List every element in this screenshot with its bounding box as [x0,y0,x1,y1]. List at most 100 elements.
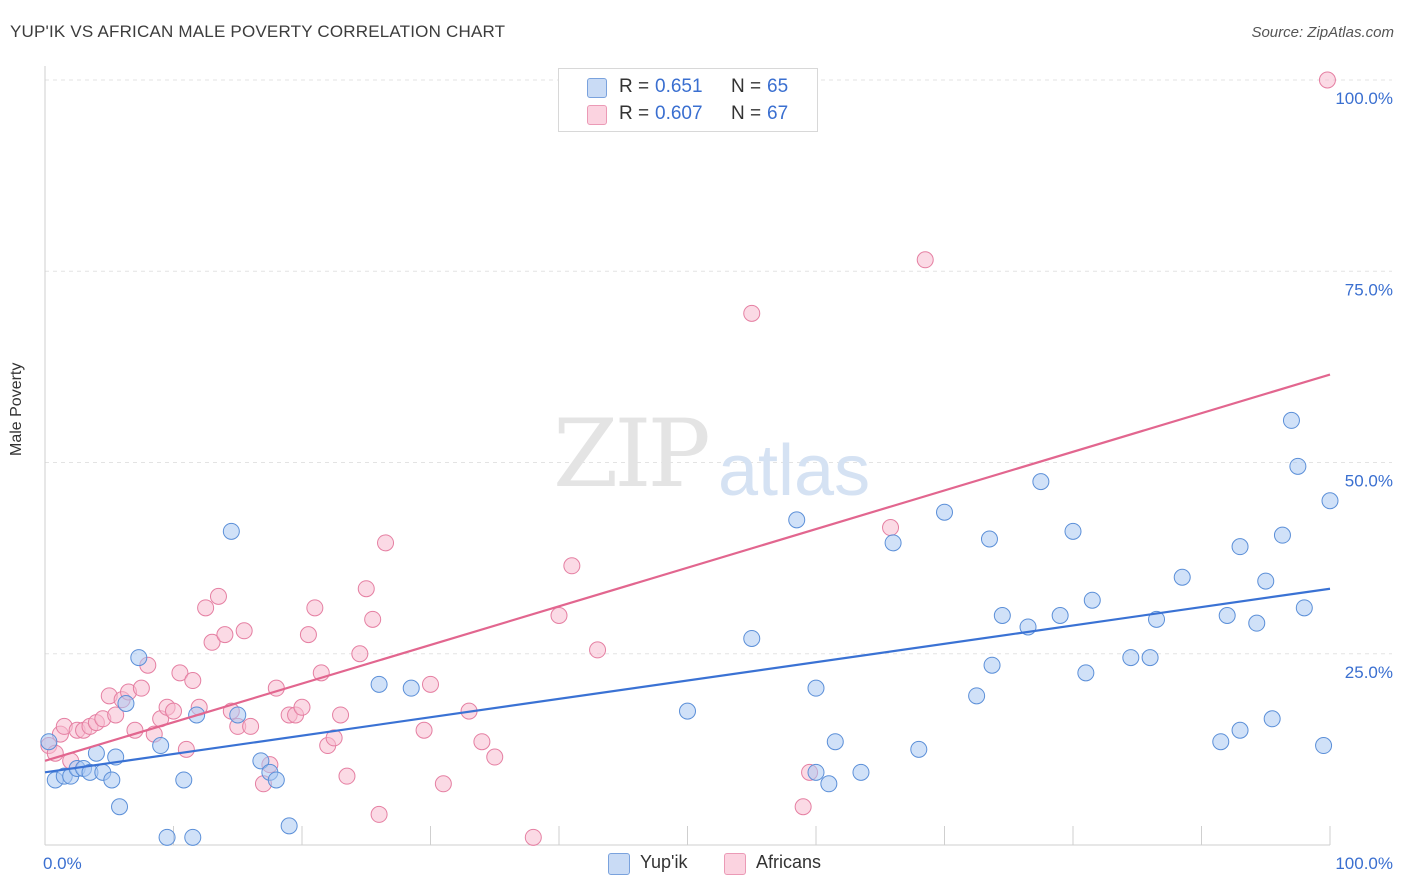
africans-point [364,610,382,628]
yupik-point [1141,649,1159,667]
legend-n-value: 65 [767,76,789,97]
africans-point [293,698,311,716]
yupik-point [229,706,247,724]
yupik-point [910,740,928,758]
yupik-point [267,771,285,789]
legend-r-value: 0.651 [655,76,703,97]
africans-point [203,633,221,651]
africans-point [325,729,343,747]
africans-point [794,798,812,816]
yupik-point [826,733,844,751]
yupik-point [1315,737,1333,755]
legend-r-label: R = [619,76,650,97]
yupik-point [936,503,953,521]
africans-point [486,748,504,766]
africans-point [216,626,234,644]
yupik-point [117,694,135,712]
legend-box: R = 0.651 N = 65 R = 0.607 N = 67 [558,68,818,132]
axes [44,66,1331,846]
africans-point [197,599,215,617]
yupik-point [152,737,170,755]
africans-point [165,702,182,720]
africans-point [306,599,324,617]
africans-point [235,622,253,640]
watermark-zip: ZIP [553,400,711,509]
y-tick-label: 75.0% [1345,280,1393,299]
legend-n-label: N = [731,76,762,97]
africans-trend-line [44,373,1331,762]
y-tick-label: 25.0% [1345,663,1393,682]
yupik-point [130,649,148,667]
trend-lines [44,373,1331,774]
yupik-point [807,679,825,697]
africans-point [132,679,150,697]
africans-point [107,706,125,724]
africans-point [299,626,317,644]
yupik-point [1122,649,1140,667]
yupik-point [1248,614,1266,632]
yupik-point [1257,572,1275,590]
yupik-point [968,687,986,705]
africans-point [370,805,388,823]
source-label: Source: ZipAtlas.com [1251,24,1394,41]
yupik-point [1273,526,1291,544]
watermark-atlas: atlas [718,431,871,511]
africans-point [422,675,439,693]
yupik-point [1218,607,1236,624]
africans-point [357,580,375,598]
legend-swatch-yupik [587,78,607,98]
yupik-point [788,511,806,529]
africans-point [171,664,189,682]
africans-point [524,828,542,846]
bottom-legend-label-africans: Africans [756,852,822,872]
africans-point [550,607,568,624]
yupik-point [1212,733,1230,751]
grid-lines [45,79,1392,655]
yupik-point [1263,710,1281,728]
yupik-point [1064,522,1082,540]
yupik-point [280,817,298,835]
yupik-point [852,763,870,781]
bottom-legend-swatch-yupik [608,853,630,875]
yupik-point [1173,568,1191,586]
legend-n-label: N = [731,103,762,124]
yupik-point [993,607,1011,624]
yupik-point [40,733,58,751]
yupik-point [884,534,902,552]
yupik-point [184,828,202,846]
yupik-point [370,675,388,693]
yupik-trend-line [44,587,1331,774]
yupik-point [1032,473,1050,491]
yupik-point [1282,411,1300,429]
africans-point [882,519,900,537]
yupik-point [1321,492,1339,510]
yupik-point [1231,721,1249,739]
africans-point [377,534,395,552]
bottom-legend-label-yupik: Yup'ik [640,852,688,872]
yupik-point [1231,538,1249,556]
yupik-point [222,522,240,540]
yupik-point [1289,457,1307,475]
chart-title: YUP'IK VS AFRICAN MALE POVERTY CORRELATI… [10,22,506,41]
yupik-point [1083,591,1101,609]
africans-point [473,733,491,751]
yupik-point [1051,607,1069,624]
africans-point [177,740,195,758]
tick-labels: 25.0% 50.0% 75.0% 100.0% 0.0% 100.0% [43,89,1393,873]
yupik-point [807,763,825,781]
africans-point [351,645,369,663]
x-tick-label: 0.0% [43,854,82,873]
yupik-point [820,775,838,793]
africans-point [434,775,452,793]
africans-point [589,641,607,659]
legend-r-value: 0.607 [655,103,703,124]
yupik-point [252,752,270,770]
yupik-point [158,828,176,846]
africans-point [242,717,260,735]
africans-point [332,706,350,724]
y-tick-label: 50.0% [1345,472,1393,491]
yupik-point [402,679,420,697]
yupik-points [40,411,1339,846]
africans-point [743,304,761,322]
legend-swatch-africans [587,105,607,125]
